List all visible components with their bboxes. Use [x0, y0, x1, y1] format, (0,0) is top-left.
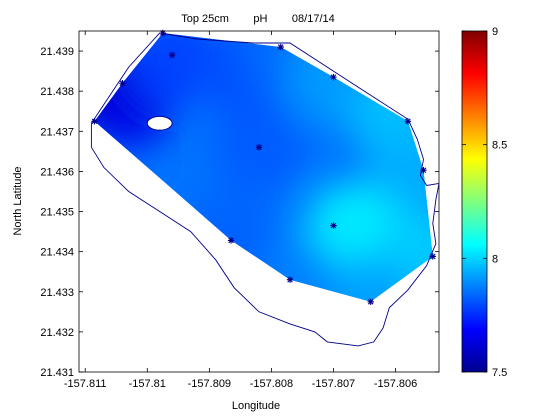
y-axis: 21.431 21.432 21.433 21.434 21.435 21.436 21.4… [40, 46, 439, 379]
station-marker [330, 222, 337, 229]
x-tick-label: -157.809 [188, 378, 231, 390]
station-marker [255, 144, 263, 151]
axes-box [78, 30, 440, 373]
y-tick-label: 21.437 [40, 126, 74, 138]
station-marker [119, 79, 126, 87]
station-marker [91, 118, 98, 125]
station-marker [429, 253, 436, 260]
station-marker [227, 237, 235, 244]
x-axis: -157.811 -157.81 -157.809 -157.808 -157.807 -… [64, 31, 417, 390]
y-tick-label: 21.435 [40, 207, 74, 219]
colorbar: 7.5 8 8.5 9 [461, 26, 507, 379]
colorbar-tick-label: 7.5 [492, 367, 507, 379]
station-marker [367, 298, 374, 305]
y-tick-label: 21.434 [40, 247, 74, 259]
station-marker [168, 51, 176, 59]
station-marker [420, 167, 427, 174]
station-marker [159, 29, 166, 37]
y-tick-label: 21.433 [40, 287, 74, 299]
station-marker [286, 276, 294, 283]
colorbar-tick-label: 9 [492, 26, 498, 38]
plot-area: -157.811 -157.81 -157.809 -157.808 -157.807 -… [40, 29, 440, 390]
ph-field-cell [368, 125, 433, 218]
station-markers [91, 29, 436, 305]
station-marker [330, 73, 337, 81]
x-tick-label: -157.811 [64, 378, 107, 390]
station-marker [277, 43, 284, 51]
y-tick-label: 21.438 [40, 86, 74, 98]
x-tick-label: -157.806 [374, 378, 417, 390]
y-tick-label: 21.432 [40, 327, 74, 339]
colorbar-tick-label: 8 [492, 253, 498, 265]
x-tick-label: -157.808 [250, 378, 293, 390]
x-axis-label: Longitude [232, 400, 280, 412]
colorbar-tick-label: 8.5 [492, 140, 507, 152]
x-tick-label: -157.807 [312, 378, 355, 390]
chart-title: Top 25cm pH 08/17/14 [181, 13, 334, 25]
y-tick-label: 21.431 [40, 367, 74, 379]
x-tick-label: -157.81 [129, 378, 166, 390]
colorbar-ticks: 7.5 8 8.5 9 [462, 26, 507, 379]
y-tick-label: 21.439 [40, 46, 74, 58]
station-marker [404, 118, 412, 125]
y-axis-label: North Latitude [12, 166, 24, 235]
island [146, 116, 173, 131]
colorbar-gradient [461, 30, 488, 373]
y-tick-label: 21.436 [40, 166, 74, 178]
